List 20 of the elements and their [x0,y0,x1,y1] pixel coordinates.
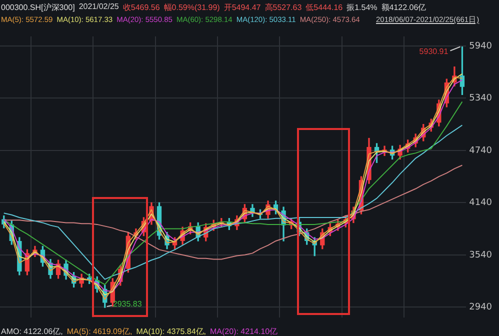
chart-title: 000300.SH[沪深300] [1,2,75,13]
y-tick-label: 5340 [469,94,492,104]
text: MA(20): 4214.10亿 [210,326,278,336]
text: 2021/02/25 [78,2,119,13]
y-tick-label: 2940 [469,302,492,312]
text: 低5444.16 [306,2,343,13]
text: 高5527.63 [264,2,302,13]
annotation: 5930.91 [419,46,449,56]
text: MA(5): 4619.09亿, [66,326,132,336]
y-tick-label: 5940 [469,41,492,52]
y-tick-label: 4140 [469,198,492,208]
text: 开5494.47 [224,2,261,13]
text: 振1.54% [346,2,378,13]
y-tick-label: 4740 [469,146,492,156]
y-tick-label: 3540 [469,250,492,260]
text: 收5469.56 [122,2,160,13]
text: MA(10): 4375.84亿, [136,326,206,336]
text: 额4122.06亿 [381,2,426,13]
text: AMO: 4122.06亿, [1,326,63,336]
text: 幅0.59%(31.99) [164,2,220,13]
